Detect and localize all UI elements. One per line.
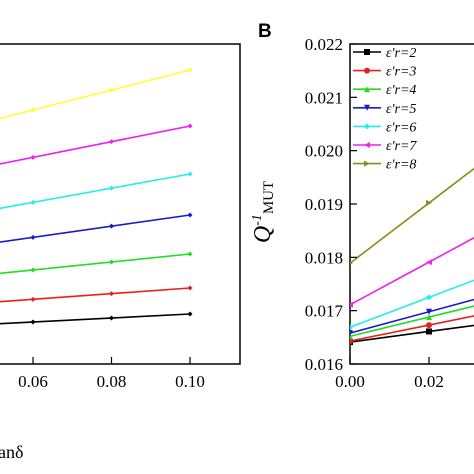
panel-a-x-axis-label: anδ: [0, 442, 23, 462]
panel-b-series-5-marker-1: [350, 324, 353, 331]
panel-a-series: [0, 67, 193, 325]
panel-b-series-7-marker-2: [426, 199, 432, 206]
panel-a: 0.06 0.08 0.10 anδ: [0, 43, 241, 462]
legend-swatch-marker: [364, 160, 370, 167]
panel-b-series-5-marker-2: [426, 294, 432, 301]
panel-b-series-4-marker-2: [426, 308, 432, 315]
panel-b-series-line-2: [350, 315, 474, 342]
legend-swatch-marker: [364, 123, 370, 130]
panel-a-series-4-marker-2: [109, 223, 114, 229]
legend-swatch-marker: [364, 104, 370, 111]
legend-swatch-marker: [364, 49, 370, 55]
panel-a-series-6-marker-2: [109, 139, 114, 145]
legend-label: ε'r=7: [386, 139, 417, 154]
panel-a-series-1-marker-1: [30, 319, 36, 325]
panel-a-series-7-marker-3: [187, 67, 193, 73]
panel-a-series-5-marker-1: [30, 199, 36, 205]
panel-b-label: B: [258, 21, 272, 42]
panel-a-series-3-marker-2: [109, 259, 114, 265]
panel-b-series-line-4: [350, 298, 474, 334]
panel-b-y-tick-label: 0.020: [305, 142, 343, 161]
panel-b-series-6-marker-1: [350, 301, 353, 308]
panel-a-series-1-marker-2: [109, 315, 114, 321]
panel-b-series-3-marker-1: [350, 333, 353, 340]
legend-entry: ε'r=8: [353, 158, 416, 173]
panel-b: B 0.016 0.017 0.018 0.019 0.020 0.021 0.022 0.…: [250, 21, 474, 391]
legend-label: ε'r=3: [386, 65, 416, 80]
panel-a-plot-frame: [0, 43, 241, 365]
legend-entry: ε'r=6: [353, 120, 416, 135]
legend-entry: ε'r=3: [353, 65, 416, 80]
panel-b-y-ticks: 0.016 0.017 0.018 0.019 0.020 0.021 0.022: [305, 35, 357, 374]
legend-entry: ε'r=5: [353, 102, 416, 117]
panel-a-series-line-5: [0, 173, 191, 210]
panel-a-series-line-4: [0, 214, 191, 243]
panel-b-series-3-marker-2: [426, 314, 432, 321]
panel-b-legend: ε'r=2 ε'r=3 ε'r=4 ε'r=5 ε'r=6 ε'r=7 ε'r=8: [353, 46, 417, 173]
panel-a-series-2-marker-2: [109, 291, 114, 297]
panel-a-series-line-7: [0, 69, 191, 120]
panel-b-x-tick-label: 0.02: [414, 372, 444, 391]
panel-a-x-tick-label: 0.06: [18, 372, 48, 391]
panel-b-series: [350, 167, 474, 346]
panel-a-series-7-marker-2: [109, 87, 114, 93]
panel-b-series-6-marker-2: [426, 259, 432, 266]
panel-a-x-tick-label: 0.08: [97, 372, 127, 391]
panel-a-series-1-marker-3: [187, 311, 193, 317]
legend-swatch-marker: [364, 86, 370, 93]
panel-b-series-1-marker-2: [426, 328, 432, 335]
legend-label: ε'r=5: [386, 102, 416, 117]
panel-a-series-5-marker-3: [187, 171, 193, 177]
panel-a-series-line-1: [0, 313, 191, 325]
panel-b-y-tick-label: 0.018: [305, 248, 343, 267]
panel-a-series-3-marker-1: [30, 267, 36, 273]
legend-swatch-marker: [364, 142, 370, 148]
panel-a-x-tick-label: 0.10: [175, 372, 205, 391]
panel-b-y-axis-label: Q-1MUT: [250, 181, 277, 243]
legend-label: ε'r=8: [386, 158, 416, 173]
panel-b-series-7-marker-1: [350, 261, 353, 265]
panel-b-series-line-6: [350, 236, 474, 306]
panel-a-series-line-2: [0, 287, 191, 303]
panel-b-y-tick-label: 0.019: [305, 195, 343, 214]
panel-a-series-5-marker-2: [109, 185, 114, 191]
legend-entry: ε'r=7: [353, 139, 417, 154]
panel-a-series-2-marker-1: [30, 296, 36, 302]
legend-entry: ε'r=4: [353, 83, 416, 98]
panel-a-series-line-6: [0, 125, 191, 165]
panel-a-series-6-marker-1: [30, 154, 36, 160]
legend-label: ε'r=4: [386, 83, 416, 98]
legend-label: ε'r=2: [386, 46, 416, 61]
panel-b-y-tick-label: 0.017: [305, 302, 344, 321]
panel-b-x-tick-label: 0.00: [335, 372, 365, 391]
panel-b-y-tick-label: 0.022: [305, 35, 343, 54]
panel-b-y-tick-label: 0.021: [305, 88, 343, 107]
panel-a-series-7-marker-1: [30, 107, 36, 113]
panel-a-series-4-marker-3: [187, 212, 193, 218]
panel-b-series-4-marker-1: [350, 330, 353, 337]
panel-a-series-3-marker-3: [187, 251, 193, 257]
legend-label: ε'r=6: [386, 120, 416, 135]
panel-a-series-2-marker-3: [187, 285, 193, 291]
legend-entry: ε'r=2: [353, 46, 416, 61]
panel-a-series-6-marker-3: [187, 123, 193, 129]
panel-b-series-2-marker-1: [350, 338, 353, 345]
panel-a-series-4-marker-1: [30, 234, 36, 240]
panel-b-series-line-5: [350, 279, 474, 328]
panel-a-x-ticks: 0.06 0.08 0.10: [18, 357, 205, 391]
panel-b-series-2-marker-2: [426, 322, 432, 329]
legend-swatch-marker: [364, 67, 370, 74]
panel-b-y-tick-label: 0.016: [305, 355, 343, 374]
panel-b-x-ticks: 0.00 0.02: [335, 357, 444, 391]
